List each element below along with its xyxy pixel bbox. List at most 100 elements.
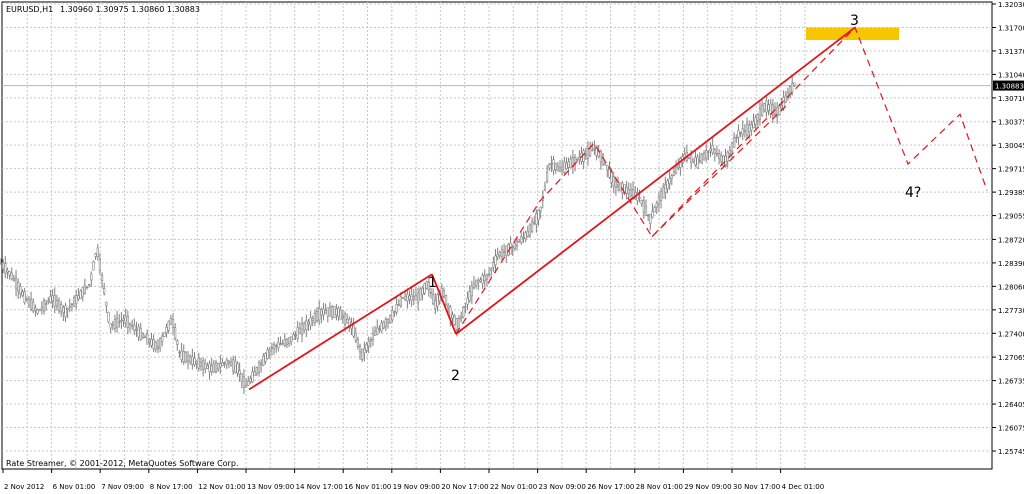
candle-body	[92, 261, 95, 271]
candle-body	[737, 130, 740, 138]
candle-body	[57, 299, 61, 312]
candle-body	[412, 296, 415, 300]
candle-body	[586, 148, 590, 159]
candle-body	[249, 378, 252, 382]
candle-body	[593, 148, 596, 150]
candle-body	[103, 288, 106, 294]
y-tick-label: 1.31700	[998, 24, 1024, 32]
candle-body	[490, 268, 493, 271]
candle-body	[419, 288, 422, 301]
wave-line-dashed	[455, 26, 988, 335]
x-tick-label: 23 Nov 09:00	[539, 483, 586, 491]
candle-body	[494, 255, 497, 266]
candle-body	[552, 159, 555, 172]
candle-body	[307, 322, 310, 325]
candle-body	[36, 309, 39, 314]
candle-body	[275, 345, 278, 347]
candle-body	[85, 286, 89, 289]
candle-body	[556, 166, 559, 171]
candle-body	[526, 230, 529, 238]
candle-body	[333, 305, 336, 318]
candle-body	[167, 320, 170, 331]
candle-body	[423, 283, 426, 294]
candle-body	[619, 182, 622, 192]
ohlc-values: 1.30960 1.30975 1.30860 1.30883	[60, 5, 200, 14]
target-zone	[806, 27, 899, 41]
candle-body	[169, 317, 172, 325]
candle-body	[730, 142, 734, 152]
candle-body	[713, 149, 716, 154]
candle-body	[733, 137, 736, 148]
candle-body	[313, 312, 317, 323]
candle-body	[543, 185, 547, 190]
candle-body	[432, 294, 435, 305]
candle-body	[459, 316, 463, 320]
candle-body	[492, 262, 495, 268]
candle-body	[711, 145, 714, 154]
candle-body	[444, 295, 448, 305]
candle-body	[195, 361, 198, 364]
candle-body	[447, 305, 450, 308]
candle-body	[515, 240, 519, 247]
candle-body	[285, 338, 289, 345]
candle-body	[554, 163, 557, 170]
candle-body	[75, 295, 78, 304]
candle-body	[767, 104, 770, 111]
candle-body	[131, 324, 134, 327]
candle-body	[513, 242, 516, 249]
candle-body	[563, 161, 566, 173]
candle-body	[644, 206, 648, 216]
candle-body	[277, 341, 280, 349]
candle-body	[550, 163, 553, 165]
candle-body	[4, 263, 7, 274]
candle-body	[756, 114, 759, 121]
candle-body	[40, 306, 43, 310]
candle-body	[666, 180, 669, 190]
candle-body	[642, 200, 645, 213]
candle-body	[705, 150, 708, 159]
y-tick-label: 1.27400	[998, 330, 1024, 338]
candle-body	[189, 356, 192, 363]
candle-body	[627, 189, 630, 194]
candle-body	[298, 328, 301, 334]
candle-body	[137, 326, 140, 338]
candle-body	[466, 297, 469, 305]
candle-body	[382, 321, 385, 329]
candle-body	[578, 157, 581, 160]
candle-body	[178, 351, 181, 354]
candle-body	[309, 317, 312, 326]
candle-body	[771, 104, 774, 116]
candle-body	[395, 304, 398, 313]
candle-body	[588, 148, 592, 156]
candle-body	[81, 287, 84, 298]
candle-body	[367, 341, 370, 347]
candle-body	[283, 338, 286, 346]
candle-body	[752, 121, 755, 129]
candle-body	[640, 199, 643, 204]
wave-label-3: 3	[850, 13, 859, 29]
candle-body	[793, 82, 796, 86]
candle-body	[743, 130, 746, 132]
candle-body	[324, 310, 327, 314]
y-tick-label: 1.30375	[998, 119, 1024, 127]
candle-body	[468, 291, 471, 301]
candle-body	[251, 371, 254, 383]
candle-body	[487, 273, 491, 276]
candle-body	[210, 365, 213, 372]
candle-body	[242, 376, 246, 389]
candle-body	[12, 278, 16, 281]
candle-body	[608, 166, 611, 178]
candle-body	[152, 339, 155, 350]
candle-body	[629, 189, 633, 196]
candle-body	[470, 285, 473, 297]
y-tick-label: 1.30045	[998, 142, 1024, 150]
candle-body	[346, 319, 349, 324]
candle-body	[96, 247, 99, 258]
y-tick-label: 1.26405	[998, 401, 1024, 409]
candle-body	[206, 365, 209, 369]
candle-body	[745, 123, 749, 136]
candle-body	[212, 363, 215, 373]
x-tick-label: 12 Nov 01:00	[198, 483, 245, 491]
candle-series	[0, 76, 796, 395]
